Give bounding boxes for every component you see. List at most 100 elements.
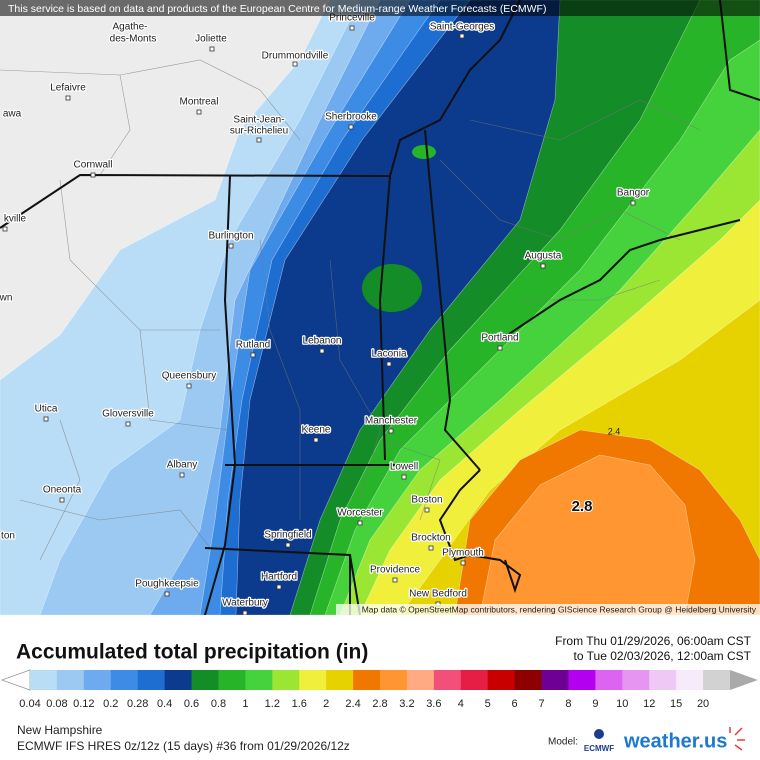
- city-dot: [319, 348, 325, 354]
- city-dot: [164, 591, 170, 597]
- city-dot: [428, 545, 434, 551]
- contour-label: 2.8: [572, 498, 593, 515]
- city-label: Burlington: [208, 231, 253, 242]
- city-dot: [386, 361, 392, 367]
- colorbar-high-arrow: [730, 670, 758, 690]
- city-label: Agathe-: [112, 22, 147, 33]
- city-dot: [228, 243, 234, 249]
- city-label: Lebanon: [303, 336, 342, 347]
- to-date: to Tue 02/03/2026, 12:00am CST: [574, 649, 752, 663]
- city-dot: [348, 124, 354, 130]
- from-date: From Thu 01/29/2026, 06:00am CST: [555, 634, 752, 648]
- colorbar-label: 3.2: [399, 698, 414, 710]
- colorbar-label: 6: [512, 698, 518, 710]
- colorbar-cell: [622, 670, 650, 690]
- city-label: New Bedford: [409, 589, 467, 600]
- colorbar-cell: [218, 670, 246, 690]
- colorbar-label: 0.8: [211, 698, 226, 710]
- city-label: Sherbrooke: [325, 112, 377, 123]
- city-dot: [401, 474, 407, 480]
- city-label: Brockton: [411, 533, 450, 544]
- city-label: Bangor: [617, 188, 650, 199]
- city-label: Augusta: [525, 251, 562, 262]
- colorbar-label: 9: [592, 698, 598, 710]
- map: PrincevilleSaint-GeorgesAgathe-des-Monts…: [0, 0, 760, 615]
- city-dot: [179, 472, 185, 478]
- colorbar-label: 1: [242, 698, 248, 710]
- colorbar-cell: [272, 670, 300, 690]
- precip-bands: [0, 0, 760, 615]
- city-dot: [292, 61, 298, 67]
- city-dot: [276, 584, 282, 590]
- region: New Hampshire: [17, 723, 103, 737]
- city-label: Albany: [167, 460, 198, 471]
- colorbar-cell: [487, 670, 516, 690]
- city-dot: [388, 428, 394, 434]
- colorbar-label: 20: [697, 698, 709, 710]
- city-label: Queensbury: [162, 371, 216, 382]
- attribution: Map data © OpenStreetMap contributors, r…: [362, 604, 757, 614]
- colorbar-cell: [649, 670, 677, 690]
- city-label: Worcester: [337, 508, 383, 519]
- city-label: kville: [4, 214, 27, 225]
- city-dot: [59, 497, 65, 503]
- colorbar-cell: [703, 670, 731, 690]
- city-dot: [196, 109, 202, 115]
- colorbar-label: 0.6: [184, 698, 199, 710]
- city-dot: [209, 46, 215, 52]
- city-label: Manchester: [365, 416, 418, 427]
- city-label: Plymouth: [442, 548, 484, 559]
- city-label: Boston: [411, 495, 442, 506]
- brand-sun: [729, 727, 745, 751]
- colorbar-cell: [245, 670, 273, 690]
- city-dot: [285, 542, 291, 548]
- colorbar-label: 0.04: [19, 698, 40, 710]
- city-dot: [250, 352, 256, 358]
- colorbar-cell: [595, 670, 623, 690]
- colorbar-label: 2: [323, 698, 329, 710]
- city-label: Drummondville: [262, 51, 329, 62]
- colorbar-label: 0.08: [46, 698, 67, 710]
- colorbar-cell: [299, 670, 327, 690]
- city-label: sur-Richelieu: [230, 126, 288, 137]
- city-dot: [43, 416, 49, 422]
- colorbar-label: 2.8: [372, 698, 387, 710]
- city-label: Saint-Georges: [430, 22, 494, 33]
- city-label: awa: [3, 109, 22, 120]
- city-dot: [90, 172, 96, 178]
- colorbar-cell: [110, 670, 139, 690]
- colorbar-label: 5: [485, 698, 491, 710]
- colorbar-cell: [541, 670, 569, 690]
- ecmwf-text: ECMWF: [584, 744, 614, 753]
- colorbar-label: 0.2: [103, 698, 118, 710]
- city-dot: [459, 33, 465, 39]
- precip-band: [479, 454, 696, 615]
- city-dot: [2, 226, 8, 232]
- colorbar-label: 3.6: [426, 698, 441, 710]
- city-label: Rutland: [236, 340, 270, 351]
- ecmwf-logo: [594, 729, 604, 739]
- precip-patch: [412, 145, 436, 159]
- city-dot: [357, 520, 363, 526]
- colorbar-low-arrow: [0, 669, 31, 691]
- city-dot: [256, 137, 262, 143]
- city-label: Oneonta: [43, 485, 82, 496]
- city-label: Laconia: [371, 349, 406, 360]
- city-label: Utica: [35, 404, 58, 415]
- colorbar-label: 0.4: [157, 698, 172, 710]
- banner: This service is based on data and produc…: [8, 3, 546, 15]
- city-dot: [349, 25, 355, 31]
- colorbar-label: 2.4: [345, 698, 360, 710]
- city-dot: [497, 345, 503, 351]
- colorbar-label: 1.2: [265, 698, 280, 710]
- colorbar-cell: [514, 670, 543, 690]
- attribution-background: [336, 604, 760, 615]
- brand: weather.us: [623, 730, 727, 752]
- colorbar-label: 12: [643, 698, 655, 710]
- colorbar-cell: [191, 670, 219, 690]
- city-label: Saint-Jean-: [233, 115, 284, 126]
- city-label: Montreal: [180, 97, 219, 108]
- colorbar-cell: [326, 670, 354, 690]
- city-dot: [630, 200, 636, 206]
- colorbar-label: 8: [565, 698, 571, 710]
